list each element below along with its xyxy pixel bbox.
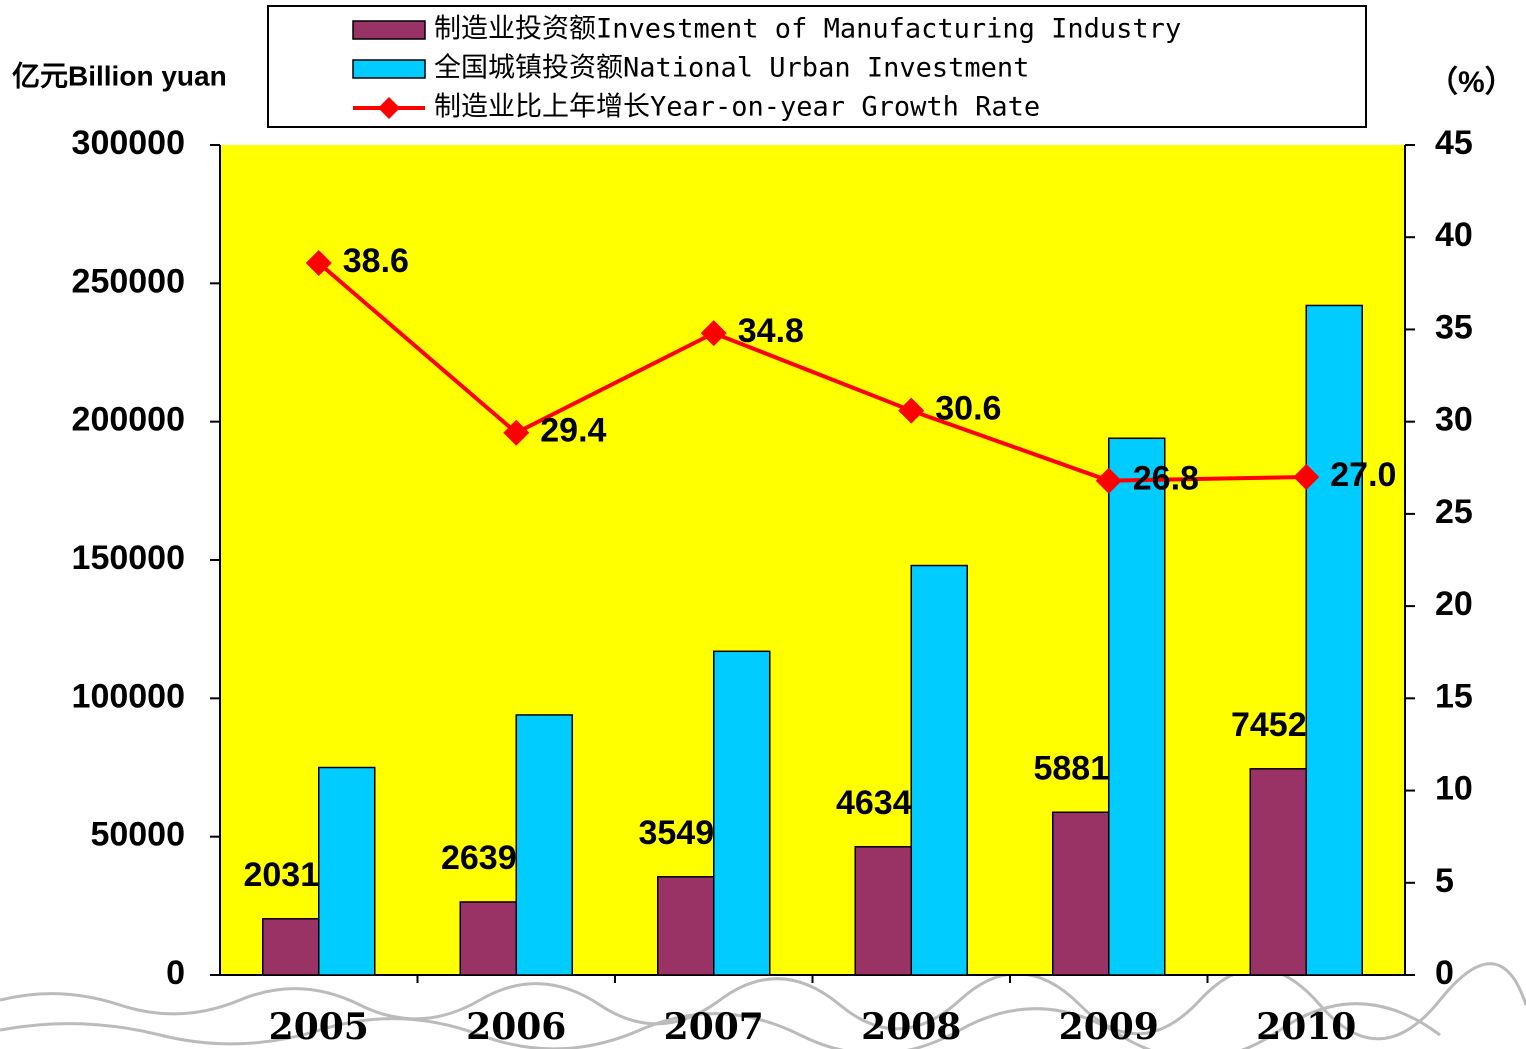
bar: [1052, 811, 1110, 976]
x-tick-label: 2005: [269, 1006, 369, 1048]
y-tick-label: 300000: [72, 124, 185, 162]
plot-area: [220, 145, 1405, 975]
data-label: 38.6: [343, 242, 409, 280]
marker: [305, 250, 332, 277]
data-label: 27.0: [1330, 456, 1396, 494]
legend-box: [267, 5, 1367, 128]
y-tick-label: 250000: [72, 262, 185, 300]
y2-tick-label: 25: [1435, 493, 1473, 531]
bar: [1305, 304, 1363, 976]
data-label: 30.6: [935, 390, 1001, 428]
marker: [1095, 467, 1122, 494]
marker: [503, 419, 530, 446]
x-tick-label: 2007: [664, 1006, 764, 1048]
y2-tick-label: 20: [1435, 585, 1473, 623]
legend-label: 全国城镇投资额National Urban Investment: [434, 53, 1029, 84]
y2-tick-label: 35: [1435, 308, 1473, 346]
y-tick-label: 200000: [72, 401, 185, 439]
x-tick-label: 2006: [466, 1006, 566, 1048]
y2-tick-label: 5: [1435, 862, 1454, 900]
y-tick-label: 100000: [72, 677, 185, 715]
legend-swatch: [352, 59, 426, 79]
legend-swatch: [352, 20, 426, 40]
y-tick-label: 50000: [90, 816, 185, 854]
x-tick-label: 2008: [861, 1006, 961, 1048]
bar: [515, 714, 573, 976]
bar: [910, 564, 968, 976]
x-tick-label: 2009: [1059, 1006, 1159, 1048]
decoration: [0, 962, 1526, 1049]
y2-tick-label: 30: [1435, 401, 1473, 439]
bar: [1108, 437, 1166, 976]
legend-label: 制造业投资额Investment of Manufacturing Indust…: [434, 14, 1181, 45]
bar: [854, 846, 912, 976]
y2-tick-label: 40: [1435, 216, 1473, 254]
data-label: 26.8: [1133, 460, 1199, 498]
bar: [1249, 768, 1307, 976]
x-tick-label: 2010: [1256, 1006, 1356, 1048]
bar: [318, 766, 376, 976]
y2-tick-label: 45: [1435, 124, 1473, 162]
bar: [459, 901, 517, 976]
legend-label: 制造业比上年增长Year-on-year Growth Rate: [434, 92, 1040, 123]
y2-tick-label: 15: [1435, 677, 1473, 715]
y2-tick-label: 10: [1435, 770, 1473, 808]
data-label: 29.4: [540, 412, 606, 450]
bar: [657, 876, 715, 976]
marker: [898, 397, 925, 424]
marker: [1293, 464, 1320, 490]
y-axis-label: 亿元Billion yuan: [12, 60, 227, 91]
marker: [700, 320, 727, 347]
y2-axis-label: （%）: [1428, 65, 1515, 99]
legend-marker: [378, 97, 400, 119]
bar: [262, 918, 320, 976]
bar: [713, 650, 771, 976]
y2-tick-label: 0: [1435, 954, 1454, 992]
line: [317, 261, 1307, 483]
y-tick-label: 150000: [72, 539, 185, 577]
data-label: 34.8: [738, 312, 804, 350]
y-tick-label: 0: [166, 954, 185, 992]
